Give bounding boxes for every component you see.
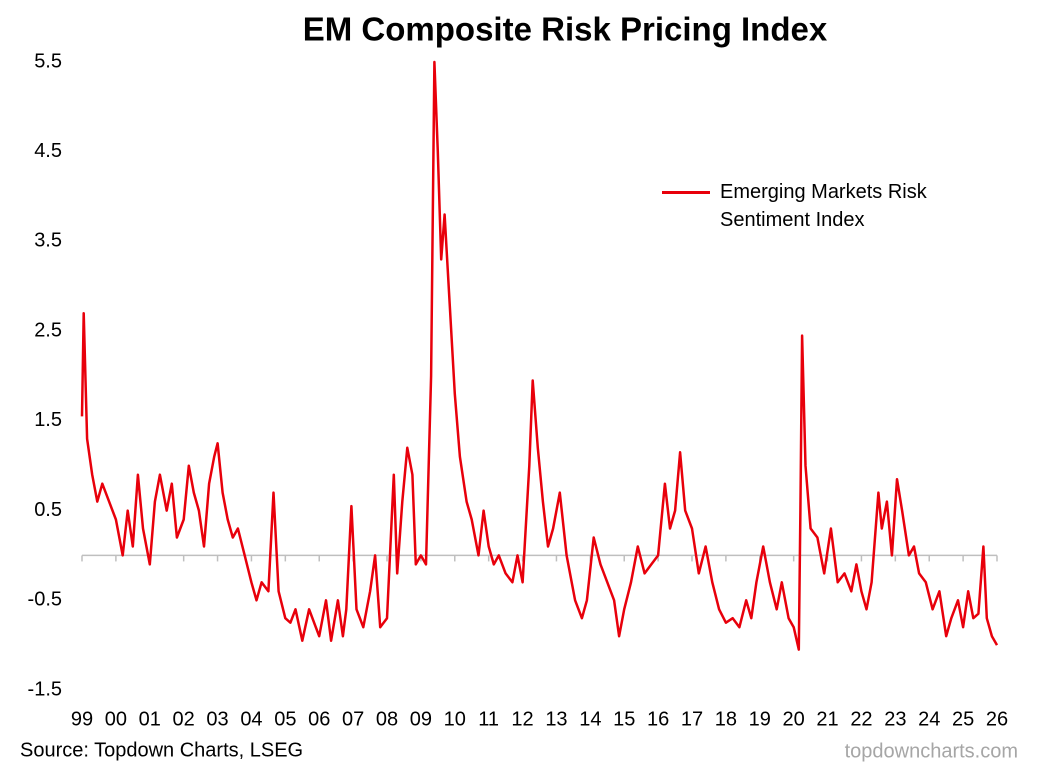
y-tick-label: 4.5	[34, 140, 62, 162]
x-tick-label: 25	[952, 708, 974, 730]
x-tick-label: 12	[511, 708, 533, 730]
y-tick-label: 1.5	[34, 409, 62, 431]
x-tick-label: 10	[444, 708, 466, 730]
x-tick-label: 09	[410, 708, 432, 730]
x-tick-label: 23	[884, 708, 906, 730]
x-tick-label: 11	[478, 708, 499, 730]
x-tick-label: 21	[816, 708, 838, 730]
x-tick-label: 14	[579, 708, 601, 730]
y-tick-label: 5.5	[34, 50, 62, 72]
x-tick-label: 20	[783, 708, 805, 730]
x-tick-label: 17	[681, 708, 703, 730]
x-tick-label: 00	[105, 708, 127, 730]
x-tick-label: 05	[274, 708, 296, 730]
y-tick-label: -1.5	[28, 678, 62, 700]
chart-title: EM Composite Risk Pricing Index	[303, 11, 828, 48]
data-line	[80, 60, 999, 651]
watermark: topdowncharts.com	[845, 740, 1018, 762]
x-tick-label: 13	[545, 708, 567, 730]
legend: Emerging Markets Risk Sentiment Index	[662, 178, 980, 234]
x-tick-label: 15	[613, 708, 635, 730]
x-tick-label: 07	[342, 708, 364, 730]
source-note: Source: Topdown Charts, LSEG	[20, 739, 303, 761]
x-tick-label: 02	[173, 708, 195, 730]
x-tick-label: 24	[918, 708, 940, 730]
x-tick-label: 03	[206, 708, 228, 730]
y-tick-label: -0.5	[28, 589, 62, 611]
x-tick-label: 04	[240, 708, 262, 730]
x-tick-label: 99	[71, 708, 93, 730]
y-tick-label: 0.5	[34, 499, 62, 521]
x-tick-label: 16	[647, 708, 669, 730]
x-tick-label: 26	[986, 708, 1008, 730]
legend-label: Emerging Markets Risk Sentiment Index	[720, 181, 927, 231]
y-tick-label: 2.5	[34, 319, 62, 341]
x-tick-label: 01	[139, 708, 161, 730]
x-tick-label: 19	[749, 708, 771, 730]
x-tick-label: 06	[308, 708, 330, 730]
x-tick-label: 18	[715, 708, 737, 730]
y-tick-label: 3.5	[34, 230, 62, 252]
x-tick-label: 08	[376, 708, 398, 730]
legend-swatch	[662, 191, 710, 194]
x-tick-label: 22	[850, 708, 872, 730]
